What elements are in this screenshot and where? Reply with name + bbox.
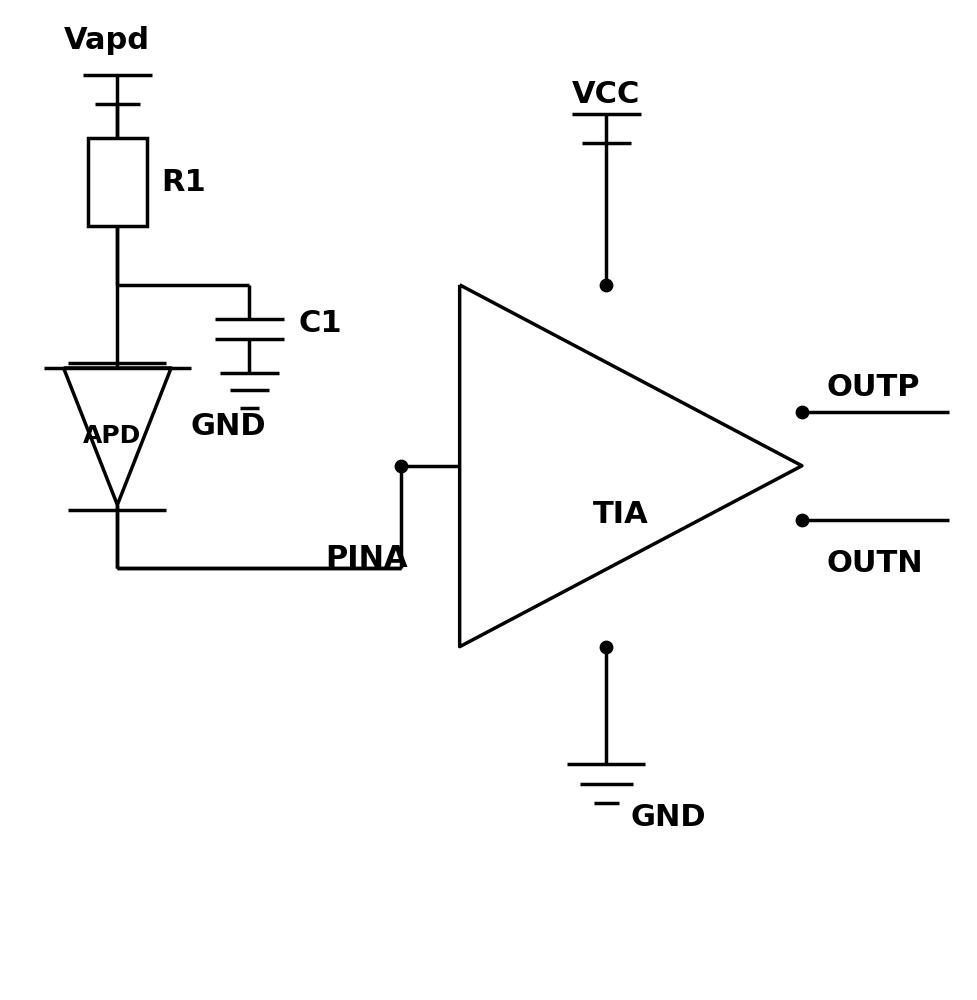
Text: GND: GND: [630, 803, 705, 832]
Text: C1: C1: [298, 309, 342, 338]
Point: [793, 404, 809, 420]
Text: GND: GND: [191, 412, 266, 441]
Text: OUTP: OUTP: [826, 373, 919, 402]
Text: VCC: VCC: [572, 80, 640, 109]
Text: R1: R1: [161, 168, 206, 197]
Text: APD: APD: [83, 424, 142, 448]
Point: [793, 512, 809, 528]
Point: [598, 639, 614, 655]
Text: TIA: TIA: [592, 500, 649, 529]
Text: PINA: PINA: [325, 544, 407, 573]
Point: [598, 277, 614, 293]
Text: Vapd: Vapd: [64, 26, 149, 55]
Bar: [88, 138, 147, 226]
Text: OUTN: OUTN: [826, 549, 922, 578]
Point: [393, 458, 408, 474]
